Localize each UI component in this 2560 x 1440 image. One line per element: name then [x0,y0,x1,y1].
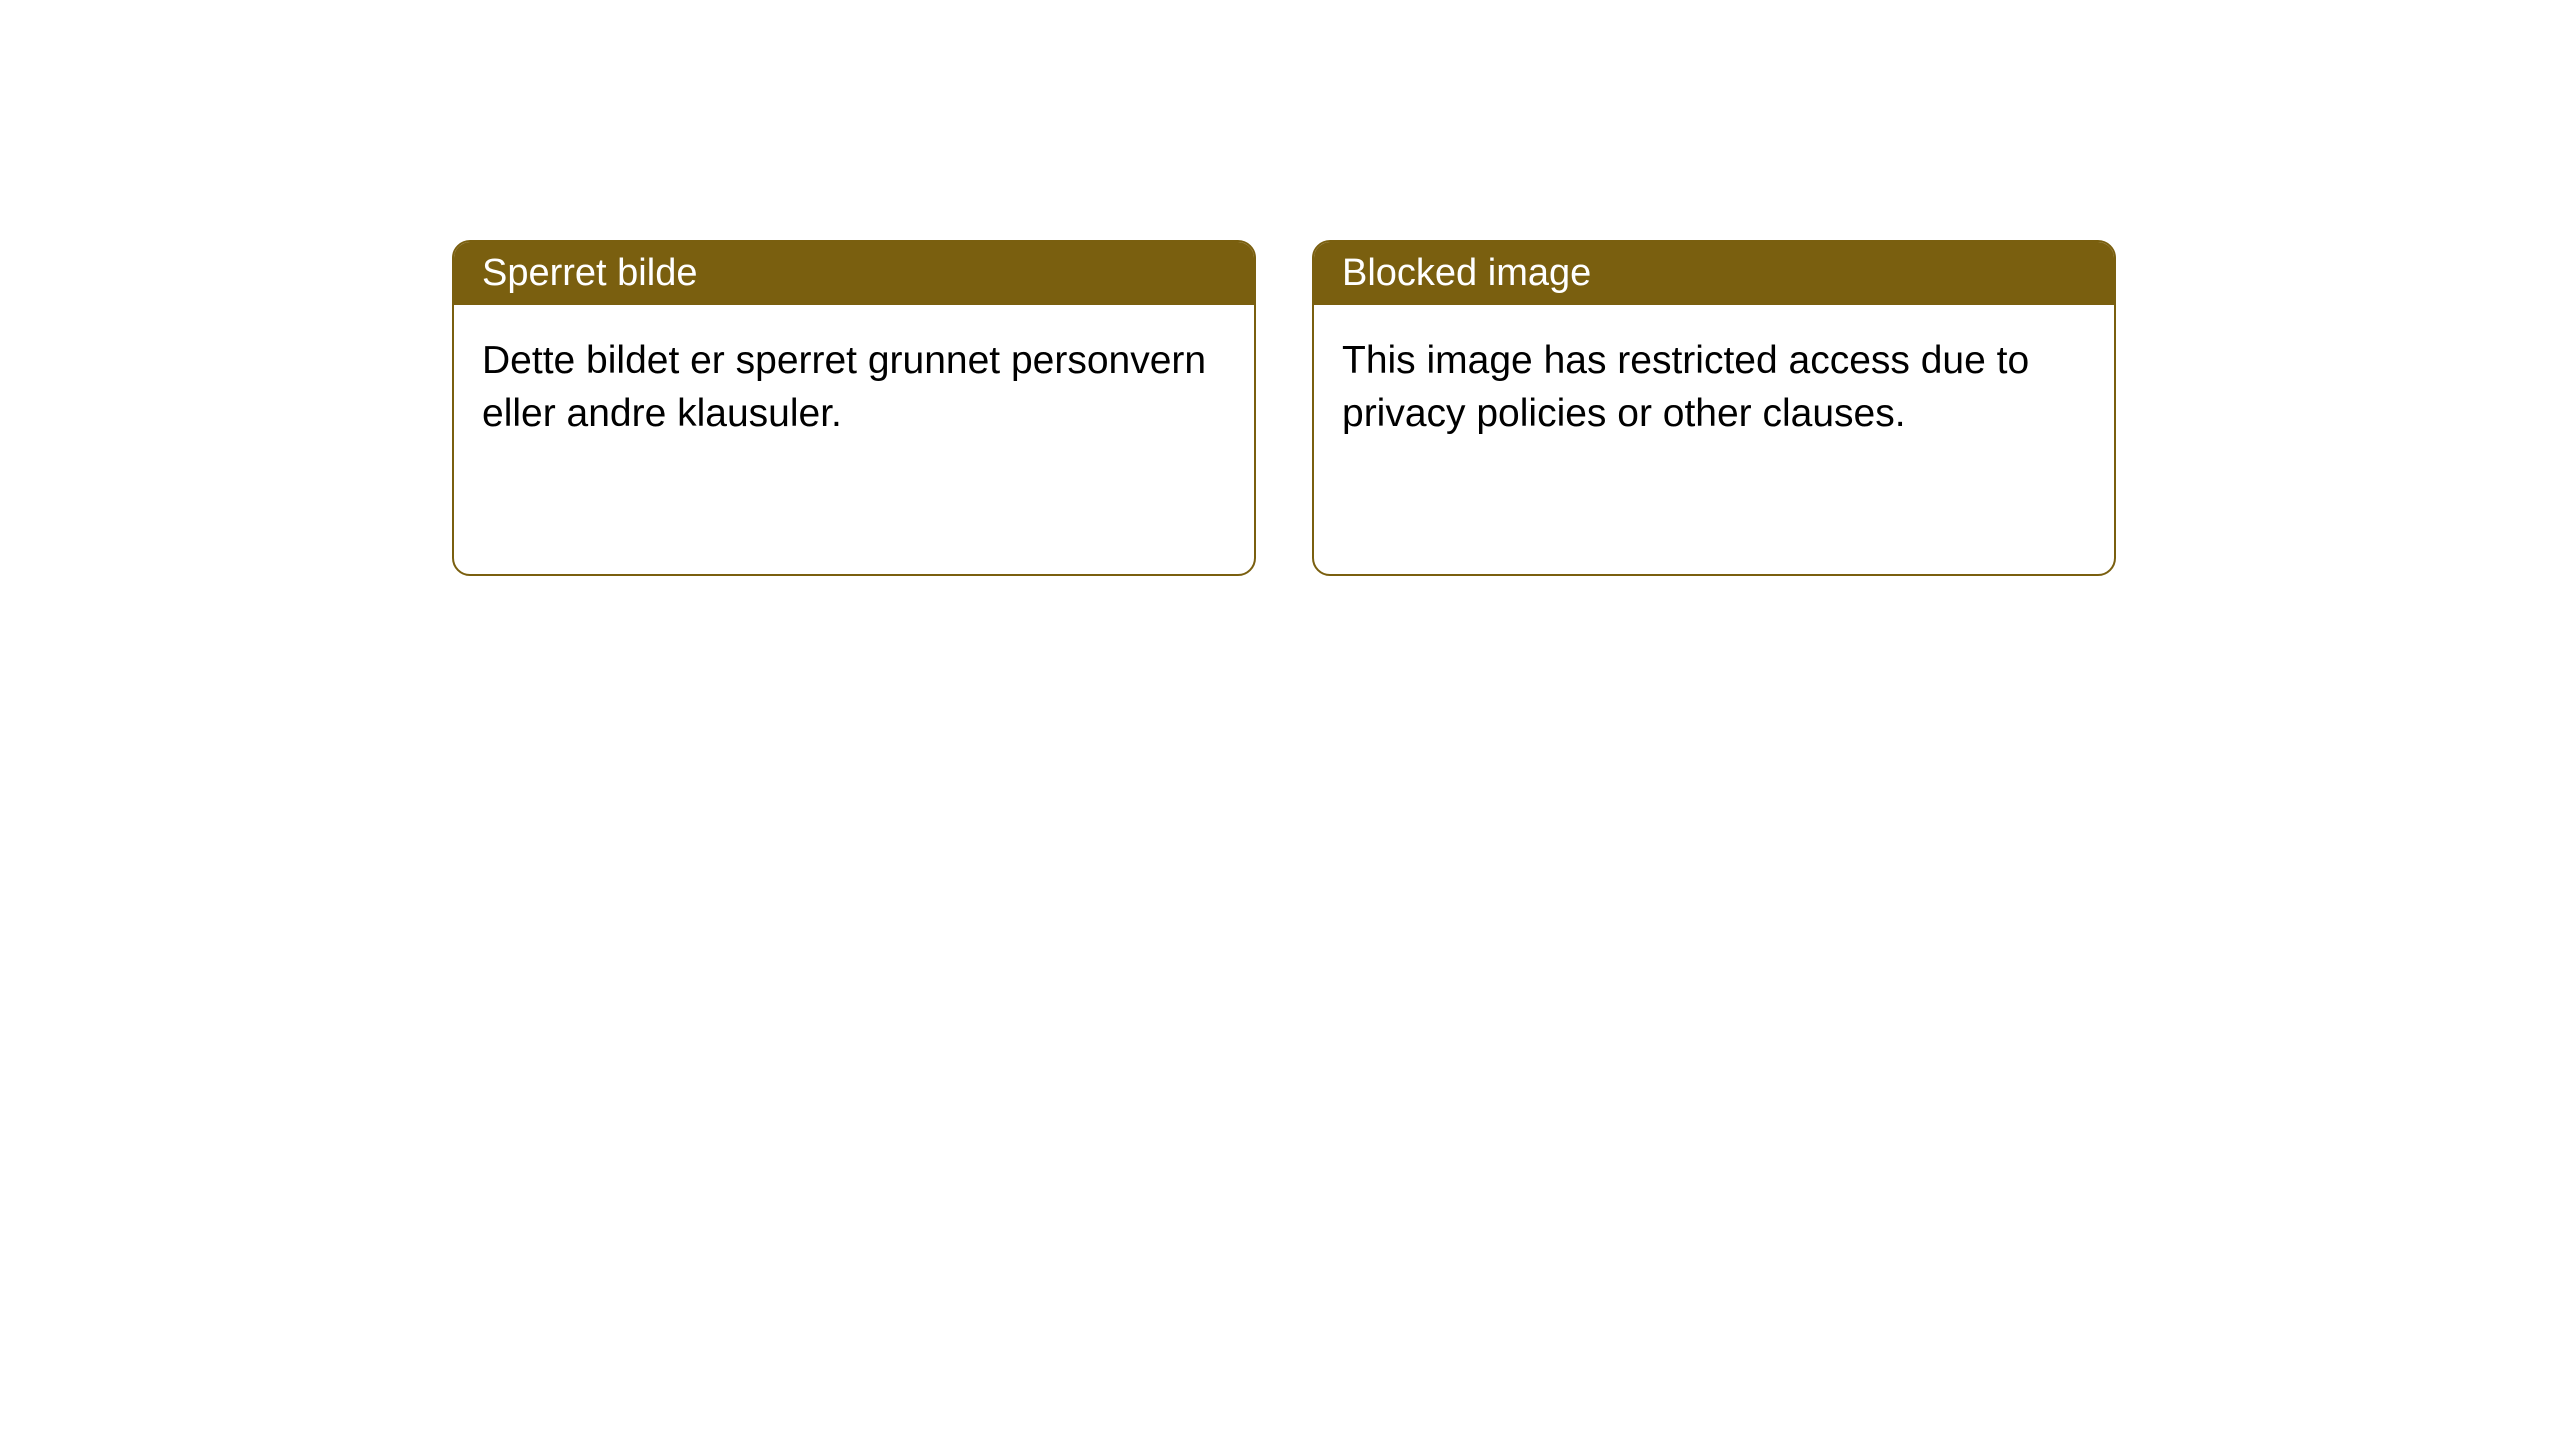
card-title-en: Blocked image [1342,252,1591,294]
card-body-text-no: Dette bildet er sperret grunnet personve… [482,339,1206,435]
card-header-no: Sperret bilde [454,242,1254,305]
blocked-image-card-en: Blocked image This image has restricted … [1312,240,2116,576]
blocked-image-card-no: Sperret bilde Dette bildet er sperret gr… [452,240,1256,576]
card-body-en: This image has restricted access due to … [1314,305,2114,470]
card-body-text-en: This image has restricted access due to … [1342,339,2029,435]
blocked-image-cards: Sperret bilde Dette bildet er sperret gr… [452,240,2116,576]
card-header-en: Blocked image [1314,242,2114,305]
card-title-no: Sperret bilde [482,252,697,294]
card-body-no: Dette bildet er sperret grunnet personve… [454,305,1254,470]
